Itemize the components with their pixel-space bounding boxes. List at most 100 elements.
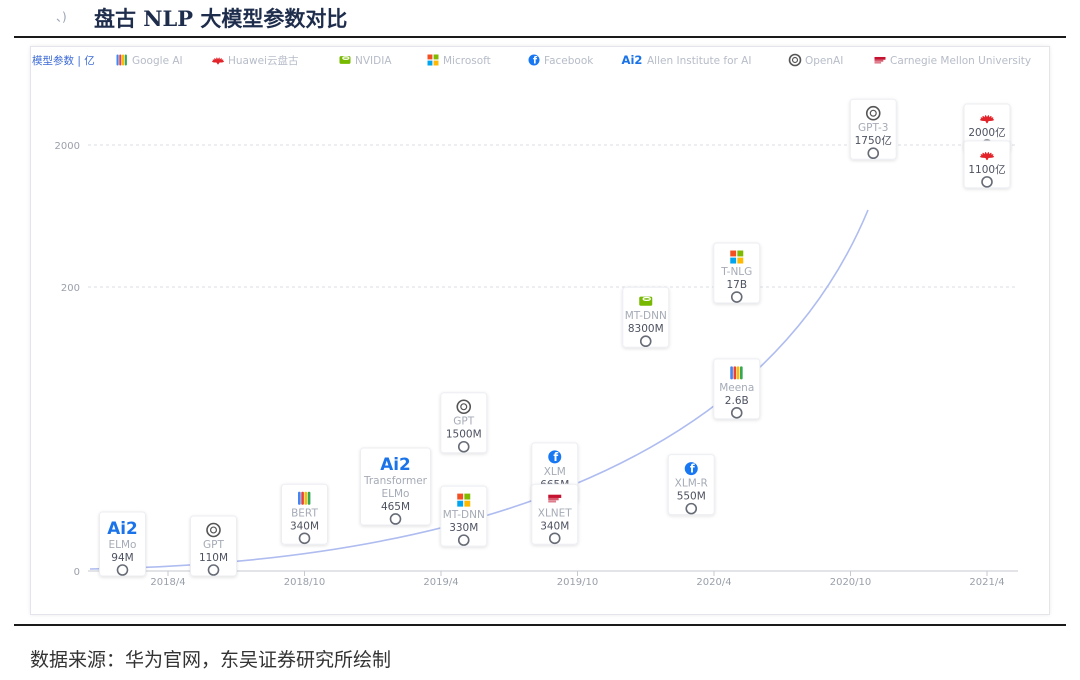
data-point-marker bbox=[116, 564, 129, 576]
model-card bbox=[667, 454, 715, 516]
model-cards: Ai2ELMo94MGPT110MBERT340MAi2TransformerE… bbox=[99, 98, 1011, 577]
legend-item: Ai2 Allen Institute for AI bbox=[622, 53, 752, 67]
svg-text:Ai2: Ai2 bbox=[107, 518, 137, 538]
model-params: 340M bbox=[290, 520, 319, 532]
nvidia-icon bbox=[339, 56, 351, 64]
model-params: 8300M bbox=[628, 323, 664, 335]
chart-legend: 模型参数 | 亿 Google AI Huawei云盘古 NVIDIA Microsof… bbox=[32, 53, 1031, 67]
cmu-icon bbox=[548, 494, 562, 503]
svg-text:Ai2: Ai2 bbox=[622, 53, 643, 67]
data-point-marker bbox=[867, 147, 880, 160]
x-tick-label: 2018/10 bbox=[284, 577, 326, 588]
data-point-marker bbox=[730, 407, 743, 419]
source-note: 数据来源：华为官网，东吴证券研究所绘制 bbox=[30, 649, 392, 671]
bottom-divider bbox=[14, 624, 1066, 626]
model-params: 550M bbox=[677, 491, 706, 503]
model-card bbox=[849, 98, 897, 160]
data-point-marker bbox=[207, 564, 220, 576]
legend-item: NVIDIA bbox=[339, 55, 392, 67]
model-card bbox=[713, 242, 761, 304]
model-name: Transformer bbox=[363, 475, 428, 487]
legend-item: Huawei云盘古 bbox=[212, 54, 298, 67]
legend-item: Google AI bbox=[116, 54, 183, 67]
model-name: MT-DNN bbox=[625, 310, 667, 322]
legend-unit-label: 模型参数 | 亿 bbox=[32, 54, 95, 67]
microsoft-icon bbox=[730, 250, 744, 264]
x-tick-label: 2020/10 bbox=[830, 577, 872, 588]
model-card bbox=[713, 358, 761, 420]
legend-label: NVIDIA bbox=[355, 55, 392, 67]
model-params: 17B bbox=[726, 279, 747, 291]
svg-text:f: f bbox=[533, 55, 538, 66]
model-name: T-NLG bbox=[720, 266, 752, 278]
model-params: 2000亿 bbox=[968, 126, 1005, 139]
legend-item: f Facebook bbox=[528, 54, 594, 67]
huawei-icon bbox=[979, 115, 995, 124]
facebook-icon: f bbox=[684, 462, 698, 476]
svg-text:Ai2: Ai2 bbox=[380, 454, 410, 474]
model-card bbox=[440, 392, 488, 454]
google-ai-icon bbox=[116, 54, 127, 66]
model-point: 1100亿 bbox=[963, 140, 1011, 189]
data-point-marker bbox=[548, 532, 561, 545]
legend-label: Google AI bbox=[132, 55, 183, 67]
data-point-marker bbox=[389, 513, 402, 525]
model-name: Meena bbox=[719, 382, 754, 394]
data-point-marker bbox=[639, 335, 652, 348]
huawei-icon bbox=[212, 57, 224, 65]
model-card bbox=[531, 483, 579, 545]
huawei-icon bbox=[979, 151, 995, 161]
x-tick-label: 2019/4 bbox=[423, 577, 458, 588]
x-tick-label: 2021/4 bbox=[969, 577, 1004, 588]
y-tick-label: 0 bbox=[74, 567, 80, 578]
ai2-icon: Ai2 bbox=[380, 454, 410, 474]
model-card bbox=[963, 140, 1011, 189]
cmu-icon bbox=[874, 56, 886, 64]
model-card bbox=[360, 447, 431, 526]
google-ai-icon bbox=[730, 366, 743, 380]
openai-icon bbox=[456, 399, 472, 415]
legend-item: Microsoft bbox=[427, 54, 491, 67]
legend-label: Allen Institute for AI bbox=[647, 55, 751, 67]
model-point: 2000亿 bbox=[963, 103, 1011, 152]
data-point-marker bbox=[685, 502, 698, 515]
legend-item: Carnegie Mellon University bbox=[874, 55, 1031, 67]
svg-text:f: f bbox=[553, 451, 558, 464]
model-name: ELMo bbox=[382, 488, 410, 500]
corner-mark: 、) bbox=[56, 10, 67, 24]
facebook-icon: f bbox=[548, 450, 562, 464]
model-params: 340M bbox=[540, 520, 569, 532]
model-card bbox=[440, 485, 488, 547]
legend-label: OpenAI bbox=[805, 55, 843, 67]
model-params: 330M bbox=[449, 522, 478, 534]
facebook-icon: f bbox=[528, 54, 540, 66]
svg-text:f: f bbox=[690, 463, 695, 476]
model-name: XLM bbox=[544, 466, 566, 478]
openai-icon bbox=[865, 105, 881, 121]
model-card bbox=[622, 286, 670, 348]
x-tick-label: 2019/10 bbox=[557, 577, 599, 588]
openai-icon bbox=[788, 53, 802, 67]
openai-icon bbox=[206, 522, 221, 538]
page-title: 盘古 NLP 大模型参数对比 bbox=[94, 6, 348, 31]
model-params: 2.6B bbox=[725, 395, 749, 407]
legend-label: Huawei云盘古 bbox=[228, 54, 298, 67]
data-point-marker bbox=[457, 440, 470, 453]
x-tick-label: 2020/4 bbox=[696, 577, 731, 588]
model-params: 1100亿 bbox=[968, 163, 1005, 176]
model-name: MT-DNN bbox=[443, 509, 485, 521]
microsoft-icon bbox=[457, 493, 471, 507]
legend-label: Carnegie Mellon University bbox=[890, 55, 1031, 67]
microsoft-icon bbox=[427, 54, 439, 66]
